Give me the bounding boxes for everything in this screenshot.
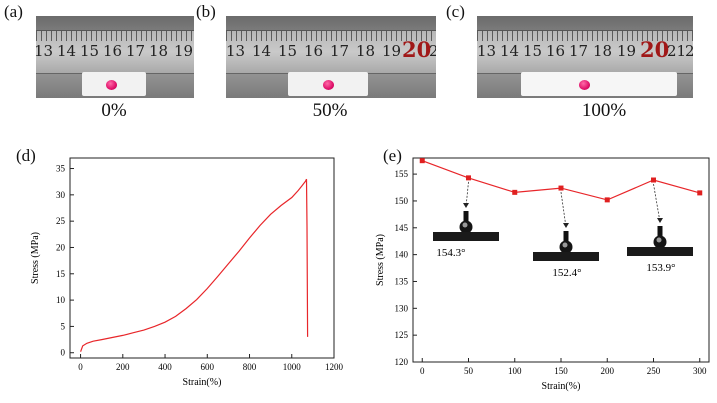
x-tick-label: 200 <box>116 362 130 372</box>
ruler-number: 17 <box>569 42 589 60</box>
ruler-number: 16 <box>304 42 324 60</box>
ruler-number: 20 <box>640 37 670 62</box>
y-tick-label: 0 <box>61 348 66 358</box>
ruler-number: 19 <box>174 42 194 60</box>
water-drop-c <box>579 80 590 90</box>
plot-frame <box>69 157 335 359</box>
ruler-number: 13 <box>226 42 246 60</box>
photo-a: 13 14 15 16 17 18 19 <box>36 16 194 98</box>
ruler-number: 13 <box>477 42 497 60</box>
ruler-number: 21 <box>667 42 687 60</box>
y-tick-label: 35 <box>56 164 66 174</box>
y-tick-label: 25 <box>56 216 66 226</box>
sample-strip-c <box>521 72 677 96</box>
x-tick-label: 0 <box>78 362 83 372</box>
panel-label-a: (a) <box>4 2 23 21</box>
ruler-number: 2 <box>685 42 693 60</box>
ruler-number: 15 <box>80 42 100 60</box>
ruler-number: 14 <box>57 42 77 60</box>
ruler-number: 16 <box>546 42 566 60</box>
y-tick-label: 5 <box>61 321 66 331</box>
x-tick-label: 1000 <box>283 362 302 372</box>
ruler-number: 2 <box>429 42 436 60</box>
y-tick-label: 20 <box>56 242 66 252</box>
ruler-number: 14 <box>252 42 272 60</box>
ruler-number: 19 <box>617 42 637 60</box>
caption-a: 0% <box>101 100 127 121</box>
caption-b: 50% <box>312 100 348 121</box>
x-tick-label: 1200 <box>325 362 344 372</box>
panel-label-d: (d) <box>16 146 36 165</box>
ruler-number: 18 <box>356 42 376 60</box>
ruler-b: 13 14 15 16 17 18 19 20 2 <box>226 30 436 74</box>
x-axis-label: Strain(%) <box>183 377 222 388</box>
y-axis-label: Stress (MPa) <box>30 232 41 284</box>
series-line <box>80 178 309 352</box>
ruler-a: 13 14 15 16 17 18 19 <box>36 30 194 74</box>
water-drop-a <box>106 80 117 90</box>
y-tick-label: 15 <box>56 269 66 279</box>
ruler-number: 18 <box>593 42 613 60</box>
panel-label-b: (b) <box>196 2 216 21</box>
ruler-c: 13 14 15 16 17 18 19 20 21 2 <box>477 30 693 74</box>
photo-c: 13 14 15 16 17 18 19 20 21 2 <box>477 16 693 98</box>
ruler-number: 18 <box>149 42 169 60</box>
y-tick-label: 30 <box>56 190 66 200</box>
caption-c: 100% <box>581 100 627 121</box>
ruler-number: 16 <box>103 42 123 60</box>
ruler-number: 19 <box>382 42 402 60</box>
photo-b: 13 14 15 16 17 18 19 20 2 <box>226 16 436 98</box>
water-drop-b <box>323 80 334 90</box>
y-tick-label: 10 <box>56 295 66 305</box>
x-tick-label: 400 <box>158 362 172 372</box>
panel-label-c: (c) <box>446 2 465 21</box>
ruler-number: 17 <box>126 42 146 60</box>
x-tick-label: 600 <box>201 362 215 372</box>
ruler-number: 14 <box>500 42 520 60</box>
ruler-number: 20 <box>402 37 432 62</box>
ruler-number: 15 <box>278 42 298 60</box>
ruler-number: 17 <box>330 42 350 60</box>
ruler-number: 13 <box>36 42 54 60</box>
ruler-number: 15 <box>523 42 543 60</box>
x-tick-label: 800 <box>243 362 257 372</box>
panel-label-e: (e) <box>383 146 402 165</box>
